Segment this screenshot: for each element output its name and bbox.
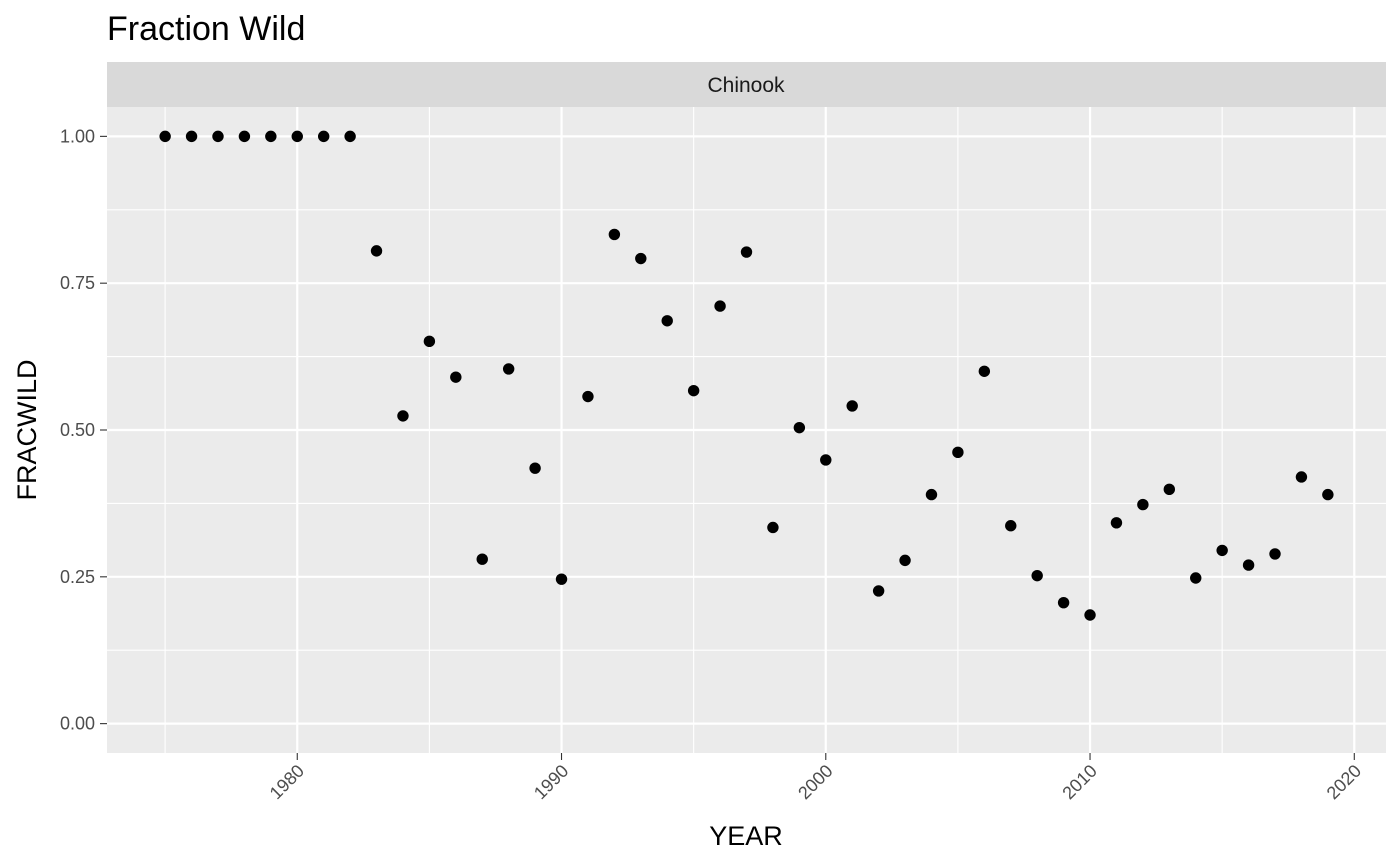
data-point [978,365,991,377]
facet-label: Chinook [707,74,785,97]
data-point [317,130,330,143]
data-point [582,390,594,403]
data-point [1005,520,1017,532]
data-point [1031,569,1043,582]
y-tick-label: 0.50 [60,420,95,440]
data-point [423,335,436,348]
x-tick-label: 2020 [1323,761,1365,803]
y-tick-label: 1.00 [60,126,95,146]
data-point [265,130,277,143]
data-point [661,315,673,327]
y-tick-label: 0.00 [60,714,95,734]
x-axis-title: YEAR [709,821,783,851]
data-point [714,300,726,312]
x-tick-label: 2000 [794,761,836,803]
data-point [1269,548,1281,560]
data-point [370,245,383,257]
data-point [502,363,515,375]
data-point [1295,471,1308,483]
data-point [555,573,568,585]
data-point [344,130,356,143]
data-point [1242,559,1255,571]
y-tick-label: 0.75 [60,273,95,293]
data-point [159,130,171,143]
data-point [740,246,753,258]
data-point [687,384,700,397]
chart-title: Fraction Wild [107,10,305,48]
data-point [793,421,806,434]
data-point [846,400,858,412]
data-point [238,130,251,143]
data-point [185,130,198,143]
data-point [450,371,462,383]
facet-strip [107,62,1386,107]
data-point [899,554,911,567]
x-tick-label: 2010 [1058,761,1100,803]
data-point [212,130,224,143]
data-point [529,462,541,474]
data-point [608,228,621,241]
y-tick-label: 0.25 [60,567,95,587]
grid [107,107,1386,753]
data-point [1322,488,1334,501]
data-point [397,410,409,422]
x-tick-label: 1980 [266,761,308,803]
data-point [767,521,779,534]
data-point [1110,517,1123,529]
data-point [1216,544,1228,557]
data-point [1163,483,1176,496]
data-point [1137,498,1149,511]
data-point [291,130,303,143]
data-point [872,585,885,597]
data-point [1057,596,1070,609]
data-point [476,553,488,565]
data-point [820,454,832,466]
data-point [925,488,938,501]
x-tick-label: 1990 [530,761,572,803]
data-points [159,130,1334,621]
data-point [1190,572,1202,584]
data-point [952,446,964,459]
data-point [635,252,647,265]
data-point [1084,609,1096,621]
y-axis-title: FRACWILD [12,360,42,501]
